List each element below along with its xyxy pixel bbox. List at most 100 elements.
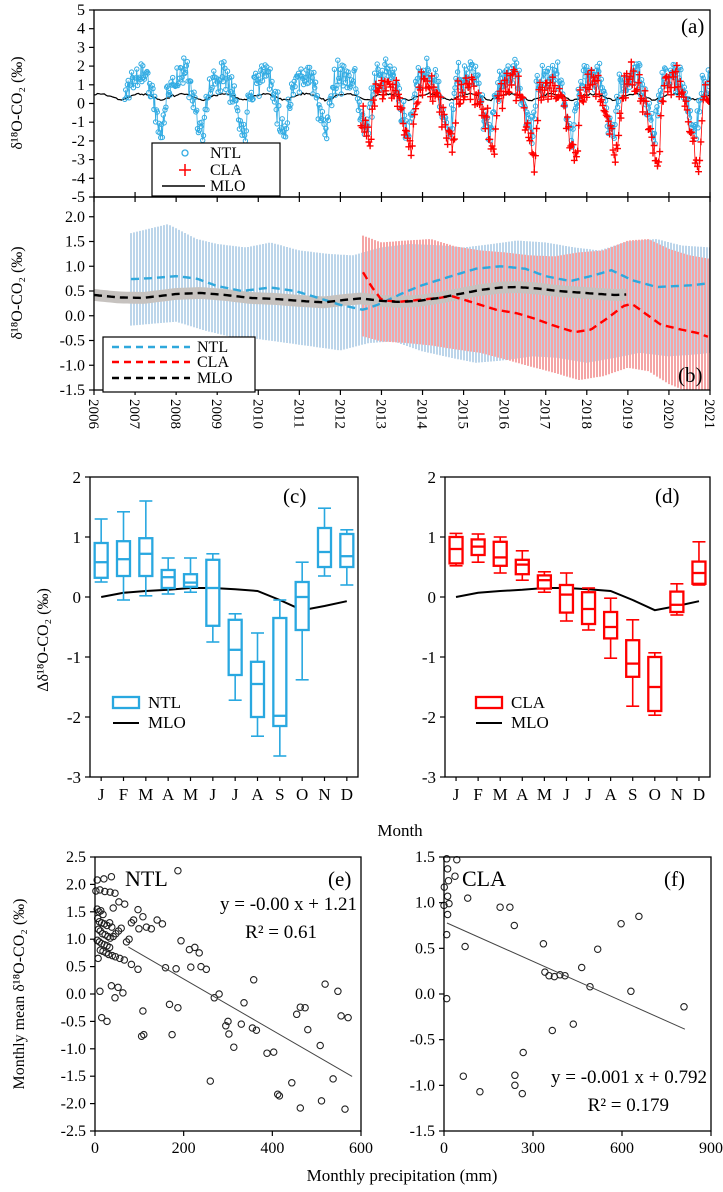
month-tick-label: A	[162, 785, 175, 804]
panel-a-ytick-label: 2	[77, 58, 85, 75]
box-M	[492, 536, 508, 574]
panel-a-ytick-label: 1	[77, 77, 85, 94]
box-F	[115, 510, 132, 601]
box-J	[93, 518, 109, 583]
legend-ntl-label: NTL	[148, 693, 181, 712]
month-tick-label: N	[318, 785, 330, 804]
legend-mlo-label: MLO	[511, 713, 549, 732]
panel-d-boxes	[448, 532, 707, 717]
year-tick-label: 2013	[372, 399, 388, 429]
month-tick-label: S	[628, 785, 637, 804]
box-J	[580, 587, 597, 631]
panel-f-xtick-label: 900	[699, 1140, 723, 1157]
month-tick-label: D	[693, 785, 705, 804]
panel-b-border	[93, 196, 711, 391]
legend-cla-label: CLA	[511, 693, 546, 712]
precipitation-axis-label: Monthly precipitation (mm)	[307, 1166, 498, 1185]
box-N	[669, 582, 685, 616]
panel-e-letter: (e)	[328, 867, 351, 891]
panel-e-ytick-label: -1.0	[61, 1041, 86, 1058]
year-tick-label: 2019	[619, 399, 635, 429]
box-J	[558, 572, 575, 622]
box-J	[448, 532, 464, 567]
legend-ntl-circle-icon	[181, 149, 189, 157]
month-axis-label: Month	[377, 821, 423, 840]
box-M	[182, 557, 199, 594]
legend-mlo-label: MLO	[148, 713, 186, 732]
month-tick-label: J	[98, 785, 105, 804]
panel-a-ytick-label: -5	[72, 189, 85, 206]
panel-e-ytick-label: 1.0	[66, 931, 86, 948]
legend-ntl-label: NTL	[197, 339, 228, 356]
panel-e: -2.5 -2.0 -1.5 -1.0 -0.5 0.0 0.5 1.0 1.5 2.0 2.5 0 2…	[61, 849, 373, 1157]
panel-a-ytick-label: -2	[72, 133, 85, 150]
month-tick-label: J	[453, 785, 460, 804]
panel-f-scatter-points	[440, 855, 688, 1098]
year-tick-label: 2012	[331, 399, 347, 429]
panel-a-ytick-label: 4	[77, 21, 85, 38]
year-tick-label: 2007	[126, 399, 142, 430]
year-tick-label: 2009	[208, 399, 224, 429]
panel-a-legend-box	[151, 142, 281, 197]
panel-f-ytick-label: -1.5	[410, 1123, 435, 1140]
panel-e-ytick-label: -1.5	[61, 1068, 86, 1085]
month-tick-label: M	[183, 785, 198, 804]
panel-c-letter: (c)	[283, 484, 306, 508]
panel-d-letter: (d)	[655, 484, 680, 508]
panel-e-axes: -2.5 -2.0 -1.5 -1.0 -0.5 0.0 0.5 1.0 1.5 2.0 2.5 0 2…	[61, 849, 373, 1157]
month-tick-label: A	[251, 785, 264, 804]
panel-b-ytick-label: -1.0	[60, 357, 85, 374]
panel-c-boxes	[93, 500, 355, 757]
box-A	[514, 549, 530, 582]
panel-e-ytick-label: 2.0	[66, 876, 86, 893]
panel-f-xtick-label: 300	[521, 1140, 545, 1157]
panel-f-ytick-label: 1.0	[415, 895, 435, 912]
month-tick-label: M	[537, 785, 552, 804]
panel-f-letter: (f)	[664, 867, 685, 891]
panel-f-fit-line	[446, 922, 686, 1030]
panel-c-ylabel: Δδ¹⁸O-CO₂ (‰)	[35, 588, 52, 692]
box-D	[691, 540, 707, 586]
box-S	[272, 599, 288, 757]
year-tick-label: 2021	[701, 399, 717, 429]
year-tick-label: 2006	[85, 399, 101, 430]
box-N	[316, 507, 333, 577]
panel-b-ytick-label: 1.0	[65, 258, 85, 275]
box-M	[536, 570, 553, 594]
month-tick-label: D	[341, 785, 353, 804]
panel-b-ylabel: δ¹⁸O-CO₂ (‰)	[9, 246, 26, 339]
year-tick-label: 2015	[455, 399, 471, 429]
month-tick-label: J	[585, 785, 592, 804]
month-tick-label: A	[604, 785, 617, 804]
panel-e-scatter-points	[92, 867, 352, 1113]
panel-a-letter: (a)	[681, 14, 704, 38]
panel-c-border	[89, 476, 359, 778]
panel-d-ytick-label: -2	[422, 708, 436, 727]
panel-f-border	[443, 856, 712, 1132]
panel-b-ytick-label: 0.0	[65, 308, 85, 325]
panel-b-ytick-label: -1.5	[60, 382, 85, 399]
box-A	[602, 597, 619, 660]
box-A	[160, 557, 176, 595]
panel-b-ytick-label: -0.5	[60, 333, 85, 350]
panel-f: -1.5 -1.0 -0.5 0.0 0.5 1.0 1.5 0 300 600 900 CLA (f)…	[410, 849, 723, 1157]
panel-b: -1.5 -1.0 -0.5 0.0 0.5 1.0 1.5 2.0 2006 2007 2008 2…	[9, 196, 717, 430]
cla-plus-markers	[357, 58, 710, 176]
box-O	[294, 561, 310, 681]
month-tick-label: S	[275, 785, 284, 804]
panel-e-ytick-label: -2.0	[61, 1096, 86, 1113]
panel-d-border	[444, 476, 711, 778]
panel-e-r-squared: R² = 0.61	[245, 922, 317, 943]
panel-d-ytick-label: 2	[428, 468, 437, 487]
year-tick-label: 2010	[249, 399, 265, 429]
panel-e-station-label: NTL	[125, 866, 168, 891]
month-tick-label: O	[296, 785, 308, 804]
panel-a-ytick-label: -4	[72, 170, 85, 187]
panel-f-equation: y = -0.001 x + 0.792	[551, 1067, 707, 1088]
panel-d-ytick-label: -3	[422, 768, 436, 787]
